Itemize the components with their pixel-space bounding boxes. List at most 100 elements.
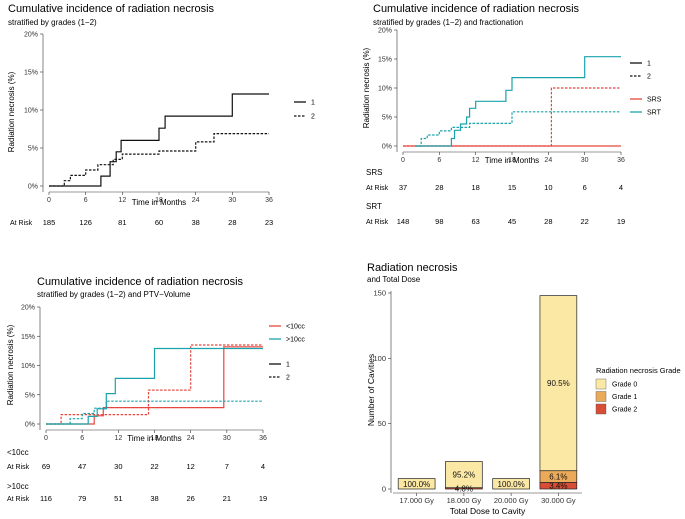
x-tick-label: 36 xyxy=(259,435,267,442)
series-line--10cc-2 xyxy=(46,400,263,425)
legend-label: >10cc xyxy=(286,337,305,344)
at-risk-value: 98 xyxy=(435,217,443,226)
x-axis-label: Time in Months xyxy=(127,434,181,443)
x-tick-label: 24 xyxy=(187,435,195,442)
y-tick-label: 20% xyxy=(21,305,35,312)
panel-c-subtitle: stratified by grades (1−2) and PTV−Volum… xyxy=(37,290,191,299)
at-risk-value: 51 xyxy=(114,494,122,503)
panel-d-subtitle: and Total Dose xyxy=(367,275,421,284)
legend-label: Grade 2 xyxy=(612,407,637,414)
x-tick-label: 30 xyxy=(581,157,589,164)
x-tick-label: 20.000 Gy xyxy=(494,496,529,505)
series-line-srt-1 xyxy=(415,56,621,147)
x-tick-label: 30 xyxy=(223,435,231,442)
y-axis-label: Radiation necrosis (%) xyxy=(362,47,371,128)
bar-data-label: 100.0% xyxy=(403,480,430,489)
bar-30-000-gy-grade-0 xyxy=(539,295,578,472)
x-tick-label: 12 xyxy=(472,157,480,164)
at-risk-value: 38 xyxy=(191,218,199,227)
at-risk-value: 22 xyxy=(150,462,158,471)
at-risk-value: 28 xyxy=(435,183,443,192)
x-tick-label: 12 xyxy=(114,435,122,442)
at-risk-value: 47 xyxy=(78,462,86,471)
at-risk-value: 12 xyxy=(186,462,194,471)
legend-label: 2 xyxy=(311,114,315,121)
x-tick-label: 30.000 Gy xyxy=(541,496,576,505)
panel-d-title: Radiation necrosis xyxy=(367,262,458,274)
series-line-2 xyxy=(49,133,269,187)
legend-label: 1 xyxy=(311,100,315,107)
series-line-srt-2 xyxy=(415,111,621,147)
panel-b-subtitle: stratified by grades (1−2) and fractiona… xyxy=(373,18,523,27)
at-risk-value: 28 xyxy=(544,217,552,226)
bar-data-label: 4.8% xyxy=(455,484,473,493)
at-risk-group-label: SRT xyxy=(366,202,382,211)
legend-label: 2 xyxy=(286,375,290,382)
x-tick-label: 6 xyxy=(80,435,84,442)
at-risk-value: 38 xyxy=(150,494,158,503)
y-axis-label: Number of Cavities xyxy=(366,354,376,426)
at-risk-value: 21 xyxy=(223,494,231,503)
x-axis-label: Total Dose to Cavity xyxy=(450,506,526,516)
y-tick-label: 15% xyxy=(24,70,38,77)
legend-label: 2 xyxy=(647,74,651,81)
panel-b-title: Cumulative incidence of radiation necros… xyxy=(373,3,580,15)
series-line-1 xyxy=(49,93,269,187)
x-axis-label: Time in Months xyxy=(485,156,539,165)
legend-label: Grade 0 xyxy=(612,382,637,389)
panel-d: Radiation necrosis and Total Dose 0 50 100… xyxy=(366,262,681,516)
legend-label: SRT xyxy=(647,110,662,117)
at-risk-value: 126 xyxy=(79,218,92,227)
at-risk-value: 148 xyxy=(397,217,410,226)
y-axis-label: Radiation necrosis (%) xyxy=(6,324,15,405)
y-tick-label: 5% xyxy=(28,146,38,153)
series-line--10cc-2 xyxy=(46,344,263,425)
at-risk-value: 18 xyxy=(471,183,479,192)
at-risk-label: At Risk xyxy=(10,220,33,227)
x-tick-label: 6 xyxy=(437,157,441,164)
legend-swatch xyxy=(595,391,607,402)
x-tick-label: 24 xyxy=(544,157,552,164)
at-risk-value: 81 xyxy=(118,218,126,227)
panel-a-subtitle: stratified by grades (1−2) xyxy=(8,18,97,27)
y-axis-label: Radiation necrosis (%) xyxy=(7,71,16,152)
y-tick-label: 10% xyxy=(378,86,392,93)
x-tick-label: 17.000 Gy xyxy=(399,496,434,505)
at-risk-value: 23 xyxy=(265,218,273,227)
bar-data-label: 90.5% xyxy=(547,379,570,388)
at-risk-label: At Risk xyxy=(7,464,30,471)
at-risk-value: 63 xyxy=(471,217,479,226)
legend-title: Radiation necrosis Grade xyxy=(596,366,681,375)
at-risk-value: 10 xyxy=(544,183,552,192)
legend-swatch xyxy=(595,403,607,415)
at-risk-value: 69 xyxy=(42,462,50,471)
y-tick-label: 0% xyxy=(28,184,38,191)
x-tick-label: 0 xyxy=(401,157,405,164)
x-tick-label: 18.000 Gy xyxy=(447,496,482,505)
legend-label: <10cc xyxy=(286,324,305,331)
at-risk-value: 116 xyxy=(40,494,52,503)
at-risk-value: 19 xyxy=(617,217,625,226)
at-risk-value: 30 xyxy=(114,462,122,471)
at-risk-value: 4 xyxy=(619,183,623,192)
x-tick-label: 18 xyxy=(508,157,516,164)
y-tick-label: 100 xyxy=(373,354,386,363)
y-tick-label: 10% xyxy=(21,363,35,370)
at-risk-value: 60 xyxy=(155,218,163,227)
y-tick-label: 20% xyxy=(24,32,38,39)
at-risk-value: 79 xyxy=(78,494,86,503)
x-axis-label: Time in Months xyxy=(132,198,186,207)
at-risk-value: 6 xyxy=(583,183,587,192)
at-risk-value: 45 xyxy=(508,217,516,226)
x-tick-label: 36 xyxy=(617,157,625,164)
x-tick-label: 0 xyxy=(47,197,51,204)
x-tick-label: 24 xyxy=(192,197,200,204)
x-tick-label: 0 xyxy=(44,435,48,442)
bar-17-000-gy-grade-0 xyxy=(397,478,436,490)
at-risk-value: 22 xyxy=(580,217,588,226)
bar-data-label: 100.0% xyxy=(498,480,525,489)
bar-20-000-gy-grade-0 xyxy=(492,478,530,490)
legend-swatch xyxy=(595,378,607,390)
